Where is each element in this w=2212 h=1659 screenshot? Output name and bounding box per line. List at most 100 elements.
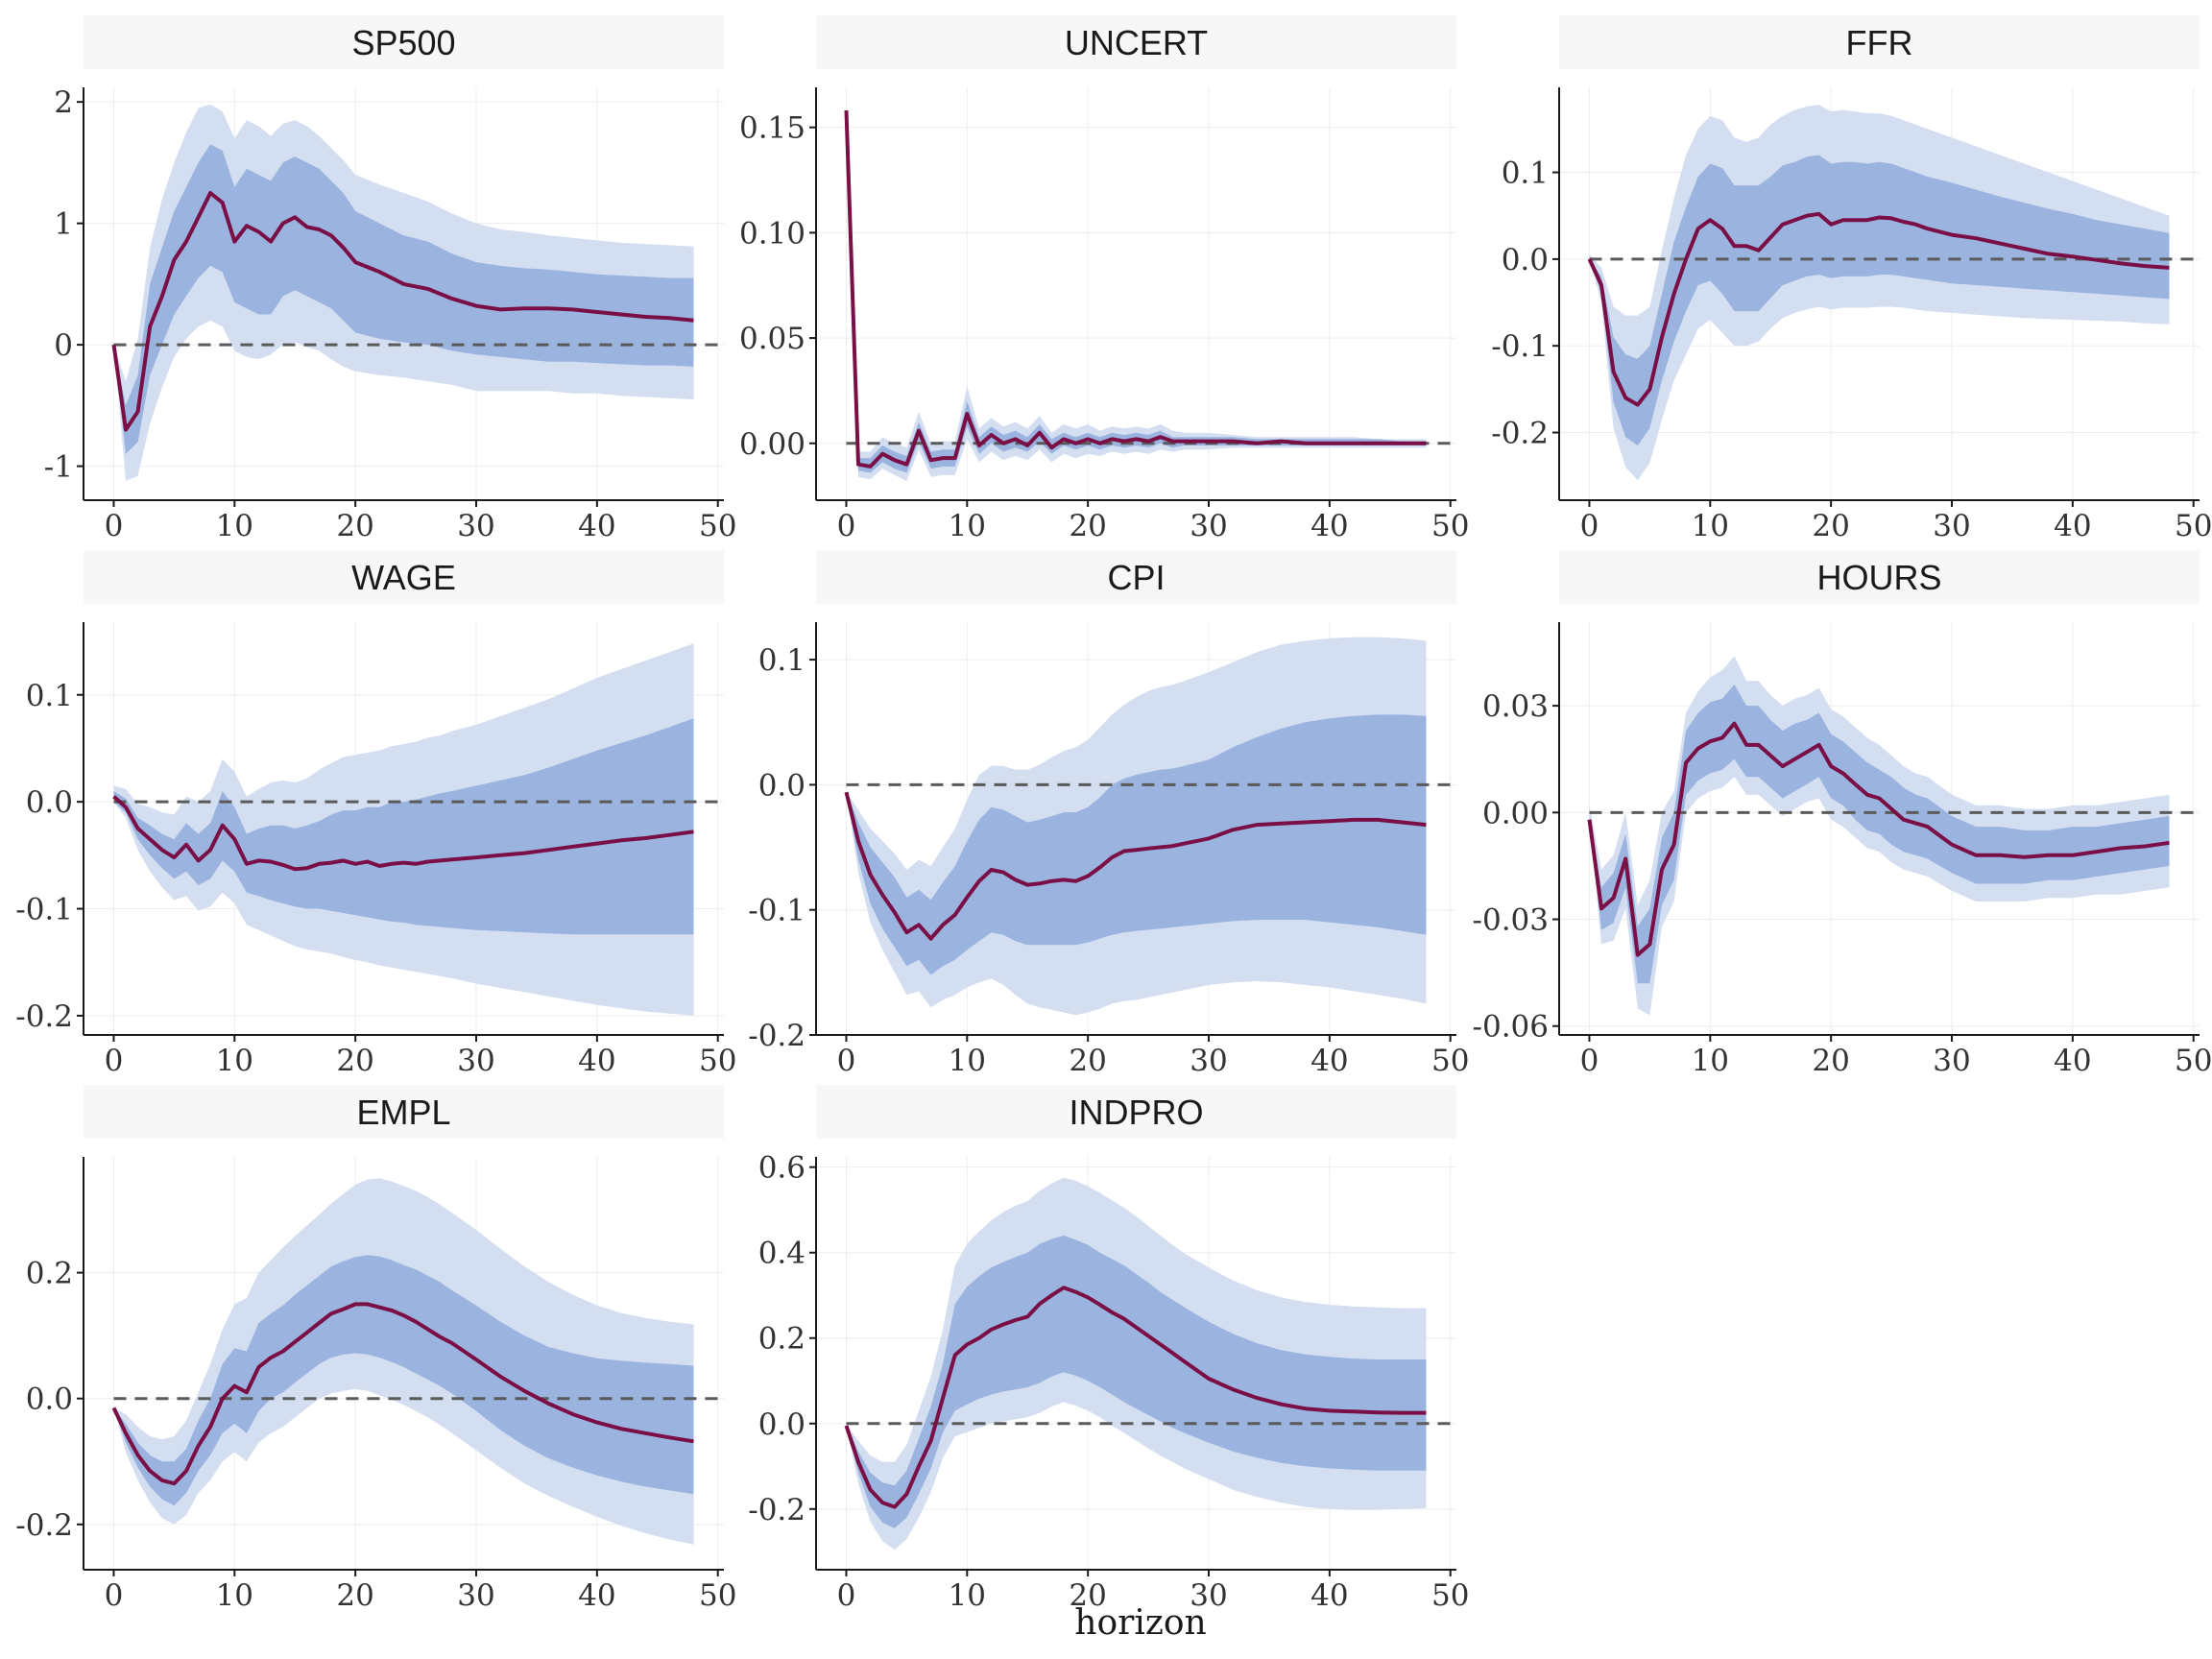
response-line <box>844 1286 1427 1509</box>
facet-panel-wage: WAGE -0.2 -0.1 0.0 0.1 0 10 20 30 40 50 <box>15 550 736 1078</box>
facet-panel-empl: EMPL -0.2 0.0 0.2 0 10 20 30 40 50 <box>15 1085 736 1613</box>
response-line <box>111 191 694 432</box>
x-tick-label: 30 <box>1933 509 1970 543</box>
inner-confidence-band <box>1589 155 2170 446</box>
x-tick-label: 30 <box>1933 1044 1970 1078</box>
response-line <box>1587 211 2170 407</box>
response-line <box>1587 721 2170 957</box>
y-tick-label: -0.03 <box>1473 903 1550 938</box>
x-tick-label: 10 <box>949 1578 986 1613</box>
y-tick-label: 0.2 <box>758 1322 805 1357</box>
x-tick-label: 40 <box>578 1578 615 1613</box>
x-tick-label: 40 <box>578 509 615 543</box>
x-tick-label: 10 <box>1692 509 1729 543</box>
x-tick-label: 20 <box>336 1578 373 1613</box>
y-tick-label: 0.4 <box>758 1237 805 1271</box>
y-tick-label: 2 <box>54 85 73 120</box>
x-tick-label: 40 <box>1310 509 1348 543</box>
x-tick-label: 50 <box>2175 509 2212 543</box>
x-tick-label: 40 <box>1310 1578 1348 1613</box>
inner-confidence-band <box>846 110 1427 473</box>
response-line <box>111 1302 694 1486</box>
inner-confidence-band <box>846 1235 1427 1528</box>
x-tick-label: 50 <box>699 1044 736 1078</box>
y-tick-label: -0.2 <box>15 999 73 1034</box>
facet-panel-indpro: INDPRO -0.2 0.0 0.2 0.4 0.6 0 10 20 30 40 50 <box>748 1085 1469 1613</box>
x-tick-label: 10 <box>949 509 986 543</box>
x-tick-label: 20 <box>336 509 373 543</box>
y-tick-label: -0.1 <box>15 893 73 927</box>
x-tick-label: 10 <box>216 1044 253 1078</box>
y-tick-label: 0.0 <box>26 1382 73 1417</box>
y-tick-label: -0.1 <box>748 894 805 928</box>
inner-confidence-band <box>846 714 1427 975</box>
x-tick-label: 20 <box>1069 1044 1106 1078</box>
facet-title: SP500 <box>351 23 455 62</box>
facet-panel-uncert: UNCERT 0.00 0.05 0.10 0.15 0 10 20 30 40 50 <box>739 15 1469 543</box>
y-tick-label: 0.05 <box>739 322 805 356</box>
facet-strip <box>816 550 1456 604</box>
facet-panel-hours: HOURS -0.06 -0.03 0.00 0.03 0 10 20 30 40 50 <box>1473 550 2212 1078</box>
x-tick-label: 0 <box>837 1578 856 1613</box>
y-tick-label: -0.06 <box>1473 1010 1550 1045</box>
facet-title: HOURS <box>1816 558 1941 597</box>
facet-title: WAGE <box>351 558 456 597</box>
outer-confidence-band <box>846 110 1427 482</box>
inner-confidence-band <box>1589 684 2170 984</box>
x-tick-label: 50 <box>699 509 736 543</box>
response-line <box>844 791 1427 941</box>
y-tick-label: 0.6 <box>758 1151 805 1186</box>
x-tick-label: 0 <box>837 1044 856 1078</box>
y-tick-label: -1 <box>44 450 73 485</box>
facet-strip <box>84 1085 724 1139</box>
x-tick-label: 0 <box>105 1044 124 1078</box>
x-tick-label: 50 <box>699 1578 736 1613</box>
inner-confidence-band <box>113 144 694 454</box>
y-tick-label: 0.0 <box>758 768 805 803</box>
x-tick-label: 0 <box>105 509 124 543</box>
y-tick-label: -0.2 <box>748 1019 805 1053</box>
y-tick-label: 0.1 <box>1502 156 1549 191</box>
x-tick-label: 10 <box>949 1044 986 1078</box>
x-tick-label: 20 <box>1069 509 1106 543</box>
x-tick-label: 0 <box>105 1578 124 1613</box>
y-tick-label: 0.1 <box>758 643 805 678</box>
x-tick-label: 30 <box>457 1578 494 1613</box>
x-axis-label: horizon <box>1074 1603 1206 1643</box>
facet-title: UNCERT <box>1065 23 1208 62</box>
x-tick-label: 30 <box>1190 1578 1227 1613</box>
x-tick-label: 10 <box>216 509 253 543</box>
y-tick-label: 0 <box>54 328 73 363</box>
x-tick-label: 40 <box>2054 1044 2091 1078</box>
x-tick-label: 30 <box>1190 509 1227 543</box>
y-tick-label: 0.1 <box>26 679 73 713</box>
facet-strip <box>1559 15 2200 69</box>
x-tick-label: 40 <box>2054 509 2091 543</box>
x-tick-label: 0 <box>1580 1044 1599 1078</box>
x-tick-label: 50 <box>1431 509 1469 543</box>
y-tick-label: -0.2 <box>748 1493 805 1527</box>
facet-strip <box>84 15 724 69</box>
response-line <box>844 110 1427 469</box>
x-tick-label: 10 <box>1692 1044 1729 1078</box>
y-tick-label: 0.10 <box>739 216 805 251</box>
x-tick-label: 30 <box>457 1044 494 1078</box>
x-tick-label: 20 <box>1069 1578 1106 1613</box>
facet-strip <box>1559 550 2200 604</box>
y-tick-label: -0.2 <box>15 1508 73 1543</box>
x-tick-label: 20 <box>336 1044 373 1078</box>
y-tick-label: 0.0 <box>26 785 73 820</box>
facet-title: FFR <box>1846 23 1913 62</box>
inner-confidence-band <box>113 718 694 935</box>
y-tick-label: -0.1 <box>1491 329 1549 364</box>
x-tick-label: 20 <box>1812 509 1849 543</box>
y-tick-label: 0.0 <box>1502 243 1549 277</box>
y-tick-label: 0.03 <box>1482 689 1549 724</box>
facet-panel-cpi: CPI -0.2 -0.1 0.0 0.1 0 10 20 30 40 50 <box>748 550 1469 1078</box>
facet-title: EMPL <box>356 1093 450 1132</box>
y-tick-label: 0.2 <box>26 1257 73 1291</box>
x-tick-label: 10 <box>216 1578 253 1613</box>
y-tick-label: 1 <box>54 207 73 242</box>
